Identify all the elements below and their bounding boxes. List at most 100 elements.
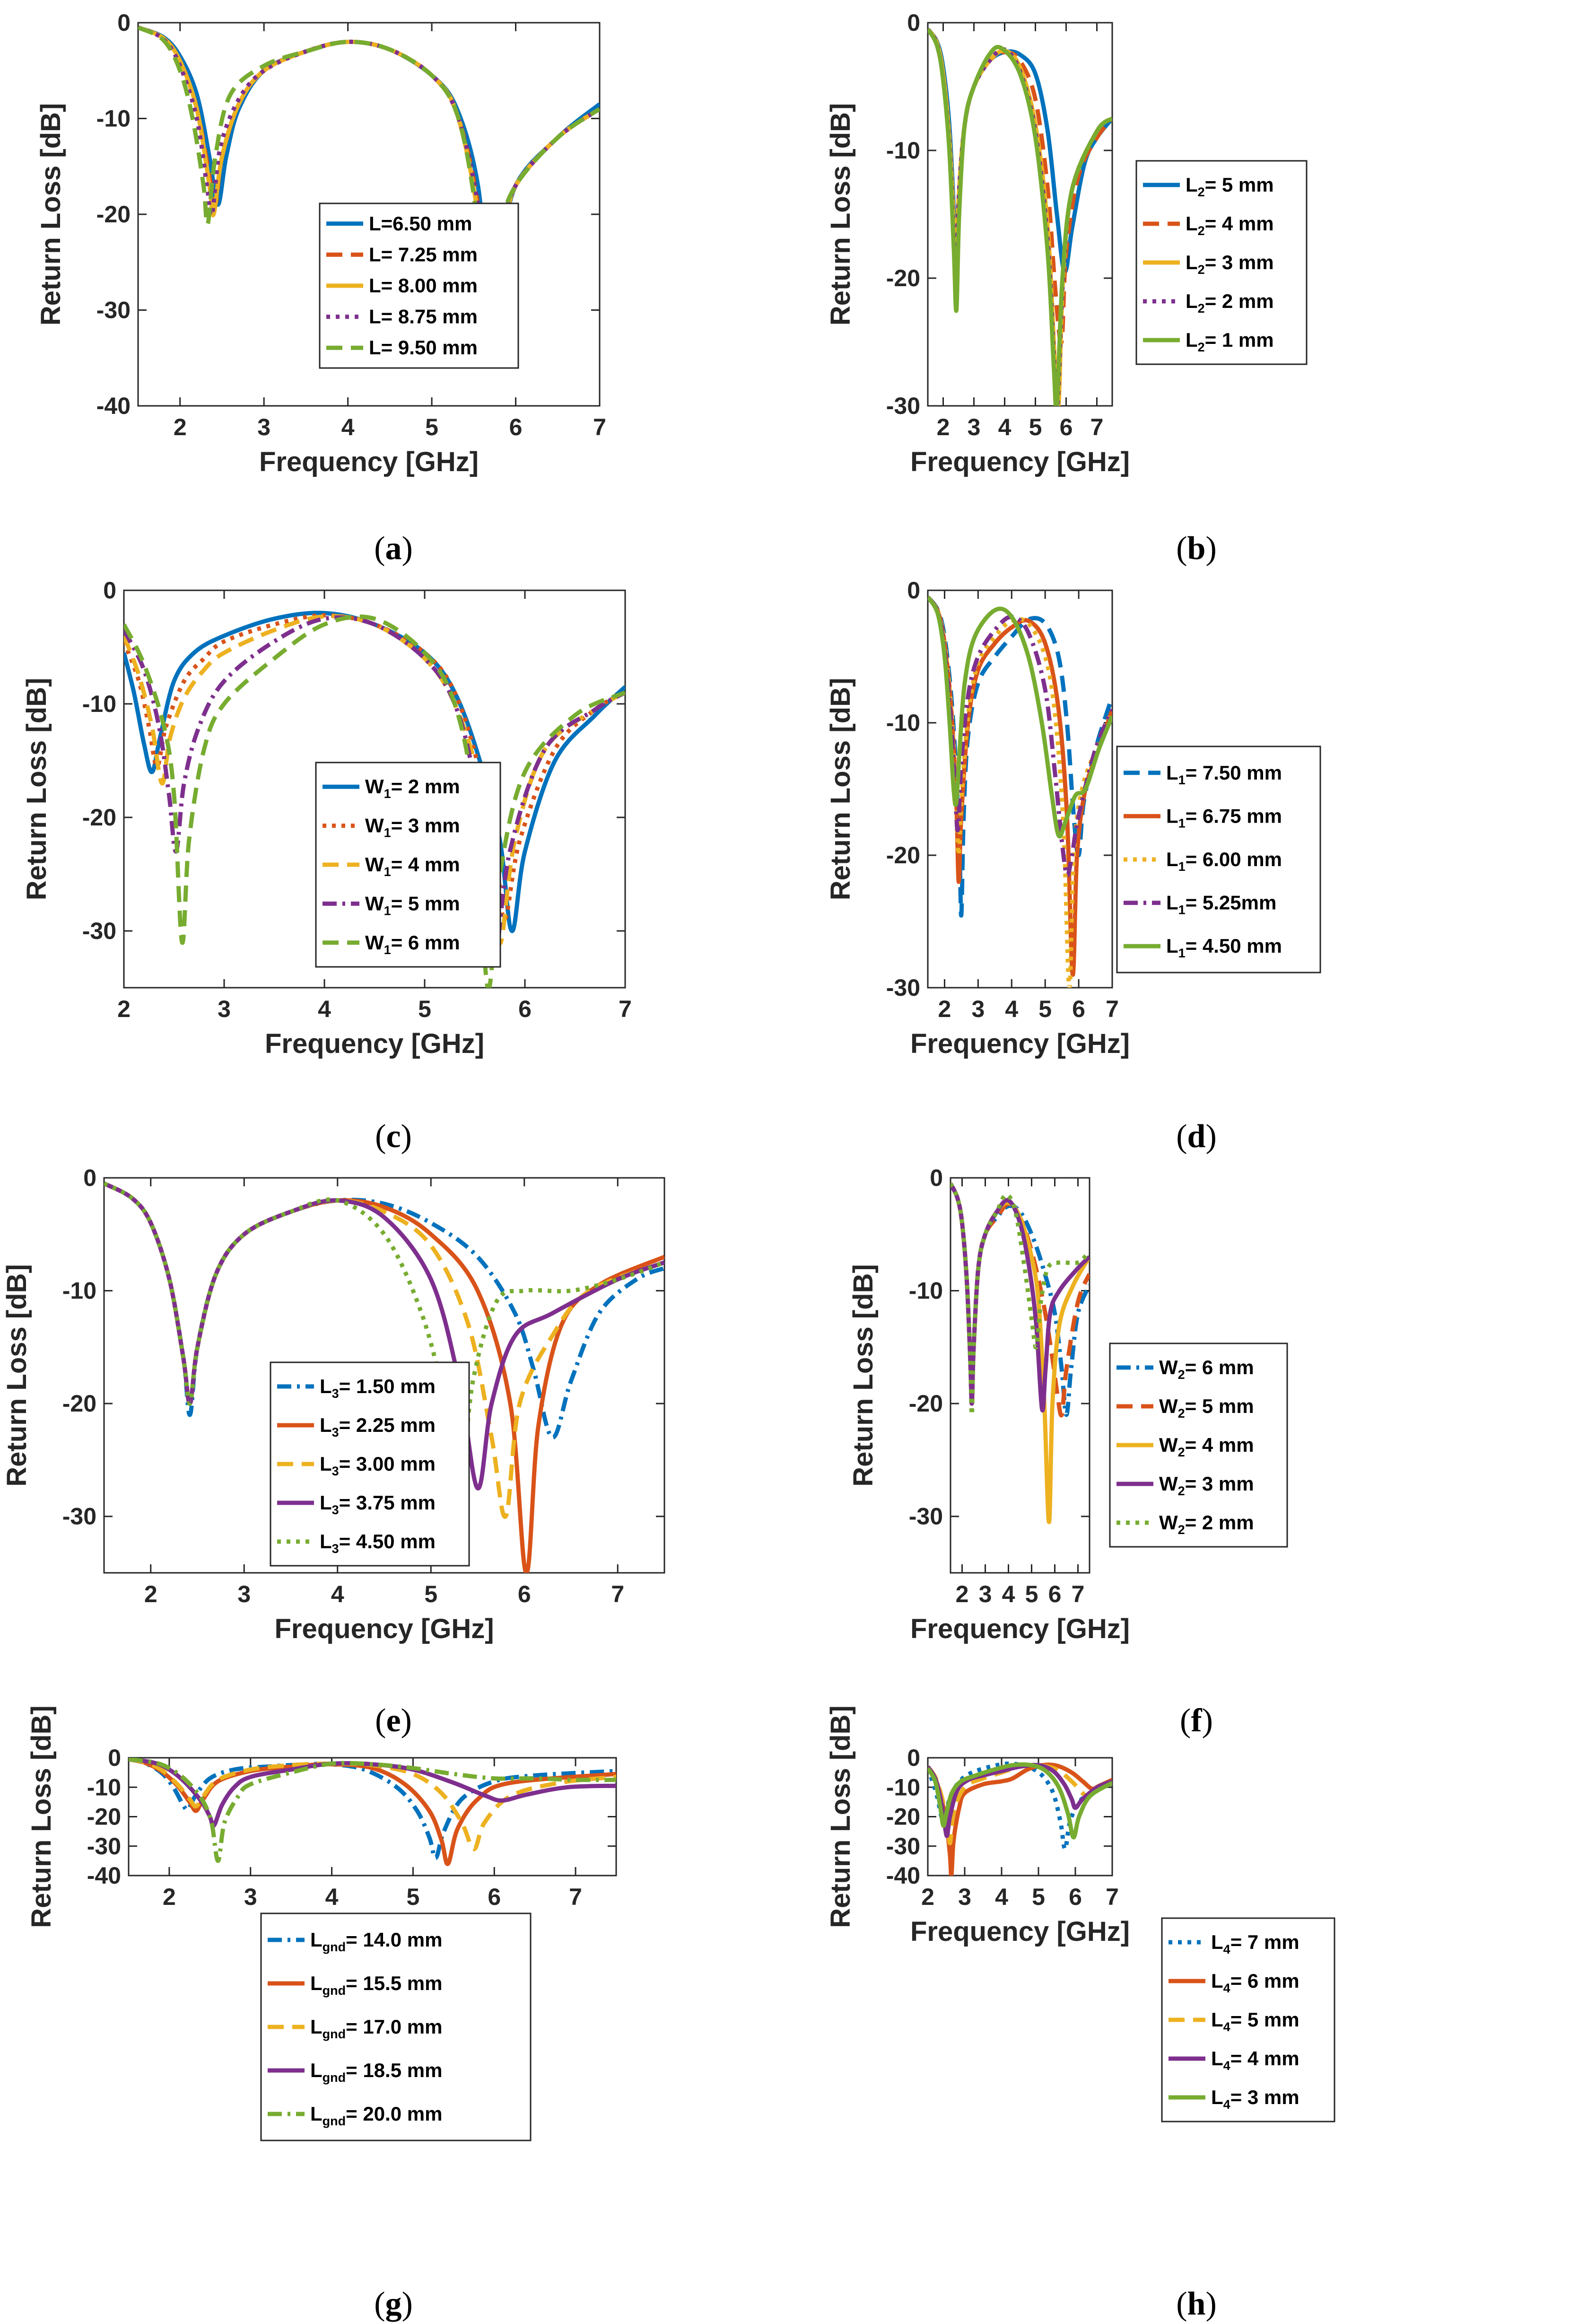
series-group — [928, 1761, 1112, 1876]
x-tick-label: 5 — [1029, 414, 1042, 440]
x-tick-label: 4 — [1005, 996, 1018, 1022]
x-tick-label: 5 — [1038, 996, 1052, 1022]
panel-label: (h) — [1176, 2286, 1217, 2322]
x-tick-label: 7 — [1072, 1581, 1085, 1607]
x-tick-label: 6 — [518, 996, 532, 1022]
x-tick-label: 3 — [257, 414, 270, 440]
x-tick-label: 5 — [407, 1884, 420, 1910]
x-tick-label: 2 — [956, 1581, 969, 1607]
x-axis-title: Frequency [GHz] — [274, 1614, 494, 1644]
series-group — [928, 596, 1112, 988]
x-tick-label: 4 — [995, 1884, 1008, 1910]
x-tick-label: 6 — [1060, 414, 1073, 440]
x-tick-label: 3 — [971, 996, 985, 1022]
y-tick-label: 0 — [103, 577, 116, 604]
legend-entry: W1= 4 mm — [365, 853, 460, 879]
legend: L1= 7.50 mm L1= 6.75 mm L1= 6.00 mm L1= 5.2… — [1116, 745, 1321, 973]
chart-panel-h: 2 3 4 5 6 7 0 -10 -20 -30 -40 Frequency [GHz] Return… — [825, 1705, 1335, 2322]
series-line-5 — [928, 1762, 1112, 1840]
series-group — [104, 1181, 664, 1573]
panel-label: (d) — [1176, 1118, 1217, 1155]
panel-label: (c) — [375, 1118, 412, 1155]
legend: Lgnd= 14.0 mm Lgnd= 15.5 mm Lgnd= 17.0 mm L… — [260, 1912, 532, 2141]
y-tick-label: -40 — [96, 393, 131, 419]
y-tick-label: -40 — [886, 1862, 920, 1889]
chart-panel-e: 2 3 4 5 6 7 0 -10 -20 -30 Frequency [GHz] Return Lo… — [1, 1165, 665, 1739]
x-tick-label: 4 — [331, 1581, 344, 1607]
y-tick-label: -30 — [96, 297, 131, 324]
legend-entry: Lgnd= 15.5 mm — [310, 1972, 442, 1998]
legend-entry: L= 7.25 mm — [369, 243, 478, 265]
legend: L2= 5 mm L2= 4 mm L2= 3 mm L2= 2 mm L2= 1 mm — [1135, 160, 1308, 365]
series-group — [928, 27, 1112, 406]
legend-entry: Lgnd= 17.0 mm — [310, 2016, 442, 2041]
y-axis-title: Return Loss [dB] — [825, 103, 856, 325]
x-tick-label: 6 — [518, 1581, 531, 1607]
legend-entry: L4= 4 mm — [1211, 2047, 1299, 2073]
x-tick-label: 4 — [998, 414, 1012, 440]
legend-entry: L=6.50 mm — [369, 212, 472, 235]
legend-entry: W2= 3 mm — [1159, 1473, 1254, 1498]
legend: W1= 2 mm W1= 3 mm W1= 4 mm W1= 5 mm W1= 6 mm — [315, 762, 501, 968]
y-axis-title: Return Loss [dB] — [26, 1705, 57, 1928]
legend-entry: L1= 6.00 mm — [1166, 848, 1282, 874]
y-tick-label: -30 — [886, 393, 920, 419]
x-tick-label: 3 — [218, 996, 231, 1022]
y-tick-label: -10 — [87, 1774, 121, 1800]
legend-entry: L1= 4.50 mm — [1166, 935, 1282, 960]
y-tick-label: -10 — [886, 1774, 920, 1800]
legend-entry: L4= 5 mm — [1211, 2008, 1299, 2034]
legend: W2= 6 mm W2= 5 mm W2= 4 mm W2= 3 mm W2= 2 mm — [1109, 1342, 1288, 1548]
legend-entry: W2= 2 mm — [1159, 1511, 1254, 1537]
x-tick-label: 2 — [937, 414, 950, 440]
legend-entry: L1= 6.75 mm — [1166, 805, 1282, 830]
y-axis-title: Return Loss [dB] — [1, 1264, 32, 1486]
series-line-4 — [124, 615, 625, 969]
y-tick-label: -10 — [886, 710, 920, 736]
x-tick-label: 7 — [593, 414, 606, 440]
x-tick-label: 3 — [968, 414, 981, 440]
x-tick-label: 5 — [424, 1581, 437, 1607]
legend-entry: L2= 2 mm — [1186, 290, 1274, 316]
chart-panel-b: 2 3 4 5 6 7 0 -10 -20 -30 Frequency [GHz] Return Lo… — [825, 9, 1308, 567]
x-tick-label: 4 — [325, 1884, 339, 1910]
y-tick-label: -20 — [62, 1390, 96, 1417]
y-tick-label: -30 — [909, 1503, 943, 1530]
series-group — [129, 1758, 616, 1866]
x-axis-title: Frequency [GHz] — [910, 1916, 1130, 1947]
legend-entry: W2= 5 mm — [1159, 1395, 1254, 1421]
chart-panel-a: 2 3 4 5 6 7 0 -10 -20 -30 -40 Frequency [GHz] Return… — [35, 9, 606, 567]
legend-entry: Lgnd= 14.0 mm — [310, 1929, 442, 1954]
x-tick-label: 5 — [1025, 1581, 1038, 1607]
x-axis-title: Frequency [GHz] — [910, 1614, 1130, 1644]
y-tick-label: -20 — [886, 265, 920, 291]
x-tick-label: 7 — [619, 996, 632, 1022]
x-tick-label: 7 — [611, 1581, 624, 1607]
panel-label: (g) — [374, 2286, 413, 2322]
legend-entry: L4= 3 mm — [1211, 2086, 1299, 2112]
legend-entry: L= 9.50 mm — [369, 336, 478, 359]
chart-panel-d: 2 3 4 5 6 7 0 -10 -20 -30 Frequency [GHz] Return Lo… — [825, 577, 1321, 1155]
legend-entry: L1= 5.25mm — [1166, 892, 1276, 917]
y-tick-label: -10 — [96, 105, 131, 132]
x-tick-label: 6 — [488, 1884, 501, 1910]
y-tick-label: 0 — [907, 1745, 920, 1771]
y-tick-label: 0 — [108, 1745, 121, 1771]
series-line-5 — [124, 614, 625, 988]
y-tick-label: -10 — [909, 1278, 943, 1304]
x-tick-label: 2 — [921, 1884, 934, 1910]
legend-entry: W1= 5 mm — [365, 892, 460, 918]
series-line-4 — [104, 1181, 664, 1491]
x-tick-label: 5 — [1032, 1884, 1045, 1910]
legend-entry: L1= 7.50 mm — [1166, 762, 1282, 787]
series-group — [124, 611, 625, 988]
y-tick-label: -20 — [909, 1390, 943, 1417]
x-axis-title: Frequency [GHz] — [259, 447, 479, 477]
x-tick-label: 4 — [318, 996, 331, 1022]
legend-box — [315, 762, 501, 968]
x-tick-label: 4 — [1002, 1581, 1015, 1607]
y-axis-title: Return Loss [dB] — [21, 678, 52, 900]
x-tick-label: 2 — [938, 996, 951, 1022]
